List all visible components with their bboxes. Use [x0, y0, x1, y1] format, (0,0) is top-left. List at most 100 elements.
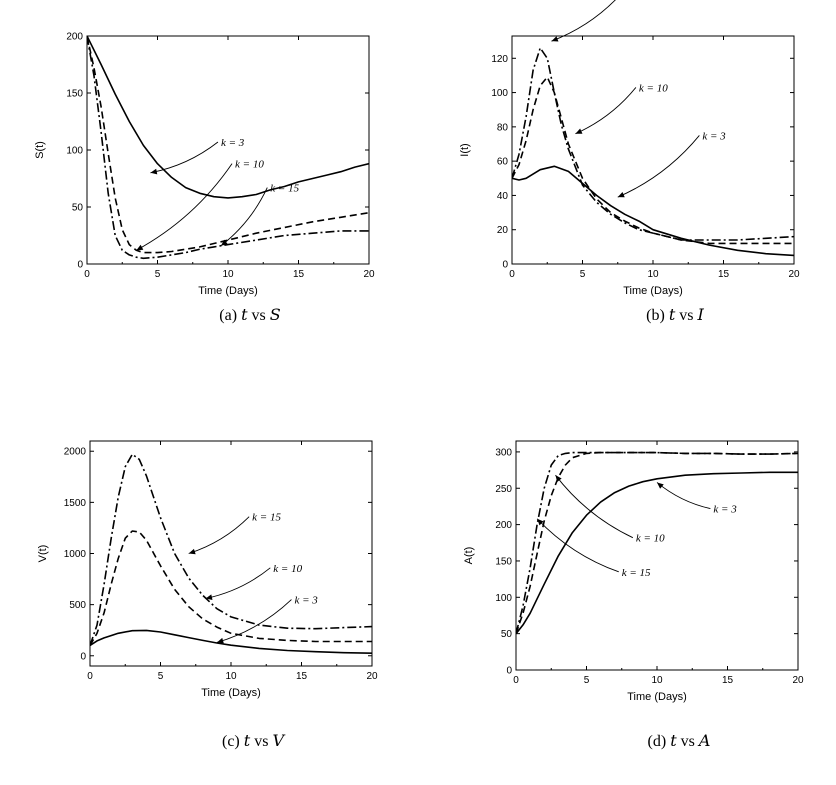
y-axis-label: A(t) [463, 547, 475, 565]
x-axis-label: Time (Days) [627, 691, 686, 703]
caption-mid: vs [675, 307, 697, 324]
annotation-label: k = 15 [622, 567, 651, 579]
annotation-arrow [656, 482, 711, 510]
annotation-arrow [188, 516, 250, 554]
caption-lhs: t [670, 731, 677, 750]
series-line-dashdot [516, 451, 798, 634]
series-line-dashed [512, 76, 794, 245]
annotation-arrowhead [537, 518, 544, 526]
series-line-dashdot [87, 36, 369, 260]
x-axis-label: Time (Days) [201, 687, 260, 699]
series-line-dashdot [512, 47, 794, 241]
annotation-label: k = 3 [713, 504, 737, 516]
annotation-arrowhead [617, 191, 625, 198]
y-tick-label: 0 [506, 666, 512, 677]
y-tick-label: 100 [495, 593, 512, 604]
x-tick-label: 15 [718, 269, 730, 280]
x-axis-label: Time (Days) [623, 285, 682, 297]
x-tick-label: 5 [158, 671, 164, 682]
caption-rhs: V [272, 731, 285, 750]
y-tick-label: 300 [495, 447, 512, 458]
y-tick-label: 500 [69, 600, 86, 611]
x-tick-label: 10 [222, 269, 234, 280]
annotation-arrow [617, 135, 700, 198]
panel-caption: (d) t vs A [648, 731, 711, 750]
plot-frame [89, 440, 373, 667]
chart-panel-3: 0 5 10 15 20 0 500 1000 1500 2000 Time (Days) V(t) k… [37, 440, 378, 750]
y-tick-label: 40 [497, 191, 509, 202]
x-axis-label: Time (Days) [198, 285, 257, 297]
x-tick-label: 0 [84, 269, 90, 280]
annotation-arrowhead [551, 36, 559, 42]
annotation-label: k = 15 [252, 512, 281, 524]
caption-lhs: t [244, 731, 251, 750]
series-line-dashdot [90, 453, 372, 646]
annotation-arrowhead [575, 128, 583, 134]
x-tick-label: 20 [788, 269, 800, 280]
y-tick-label: 0 [80, 651, 86, 662]
annotation-arrowhead [188, 548, 196, 555]
y-tick-label: 0 [77, 260, 83, 271]
y-tick-label: 250 [495, 484, 512, 495]
x-tick-label: 10 [647, 269, 659, 280]
caption-rhs: I [697, 305, 705, 324]
series-line-solid [512, 165, 794, 257]
y-tick-label: 50 [501, 629, 513, 640]
series-line-solid [90, 629, 372, 654]
annotation-label: k = 3 [221, 137, 245, 149]
annotation-arrow [216, 599, 292, 643]
annotation-arrowhead [657, 482, 664, 489]
caption-prefix: (a) [219, 307, 241, 324]
annotation-label: k = 3 [702, 130, 726, 142]
annotation-arrow [575, 87, 637, 135]
y-tick-label: 80 [497, 122, 509, 133]
x-tick-label: 15 [293, 269, 305, 280]
chart-panel-2: 0 5 10 15 20 0 20 40 60 80 100 120 Time (Days) I(t) k … [459, 0, 800, 324]
caption-rhs: A [697, 731, 711, 750]
annotation-arrow [555, 474, 634, 539]
x-tick-label: 20 [366, 671, 378, 682]
y-tick-label: 1000 [64, 549, 87, 560]
series-line-dashed [90, 530, 372, 646]
y-tick-label: 60 [497, 157, 509, 168]
annotation-label: k = 15 [270, 183, 299, 195]
plot-frame [86, 35, 370, 265]
y-axis-label: V(t) [37, 545, 49, 563]
annotation-arrow [536, 518, 619, 573]
panel-caption: (c) t vs V [222, 731, 285, 750]
annotation-arrow [150, 141, 219, 174]
annotation-arrowhead [150, 168, 158, 175]
y-tick-label: 20 [497, 225, 509, 236]
panel-caption: (a) t vs S [219, 305, 280, 324]
x-tick-label: 5 [584, 675, 590, 686]
caption-mid: vs [677, 733, 699, 750]
x-tick-label: 15 [722, 675, 734, 686]
caption-lhs: t [241, 305, 248, 324]
y-axis-label: S(t) [34, 141, 46, 159]
y-tick-label: 120 [491, 54, 508, 65]
caption-prefix: (d) [648, 733, 671, 750]
y-tick-label: 100 [66, 146, 83, 157]
y-tick-label: 200 [495, 520, 512, 531]
caption-rhs: S [270, 305, 281, 324]
caption-prefix: (b) [646, 307, 669, 324]
x-tick-label: 15 [296, 671, 308, 682]
caption-lhs: t [669, 305, 676, 324]
y-tick-label: 150 [495, 556, 512, 567]
caption-mid: vs [250, 733, 272, 750]
y-axis-label: I(t) [459, 143, 471, 156]
y-tick-label: 1500 [64, 498, 87, 509]
annotation-label: k = 3 [294, 595, 318, 607]
x-tick-label: 0 [509, 269, 515, 280]
panel-caption: (b) t vs I [646, 305, 704, 324]
annotation-arrow [136, 163, 233, 251]
x-tick-label: 10 [651, 675, 663, 686]
y-tick-label: 2000 [64, 447, 87, 458]
annotation-arrowhead [205, 594, 213, 600]
annotation-label: k = 10 [273, 563, 302, 575]
x-tick-label: 20 [363, 269, 375, 280]
caption-mid: vs [248, 307, 270, 324]
